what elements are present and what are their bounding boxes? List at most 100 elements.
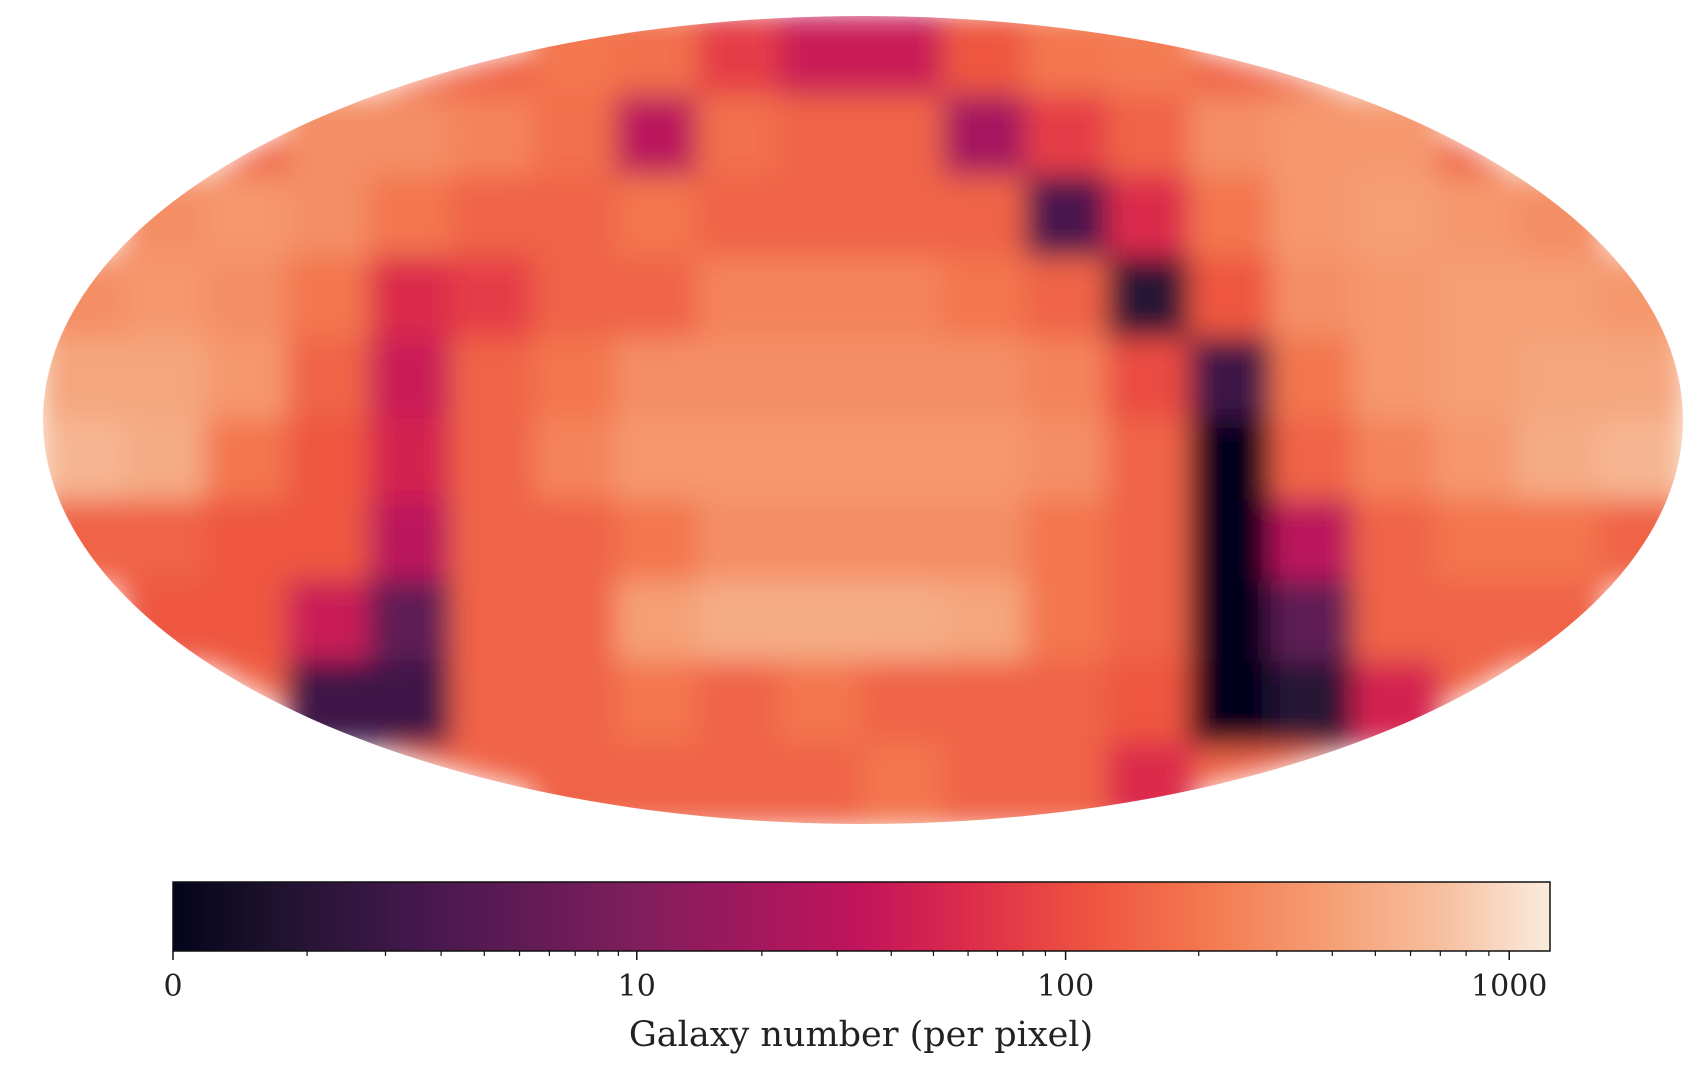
- map-pixel: [1353, 176, 1439, 261]
- map-pixel: [451, 499, 537, 584]
- map-pixel: [123, 338, 209, 423]
- map-pixel: [615, 257, 701, 342]
- map-pixel: [41, 499, 127, 584]
- map-pixel: [697, 338, 783, 423]
- map-pixel: [533, 742, 619, 827]
- map-pixel: [697, 419, 783, 504]
- map-pixel: [1599, 499, 1685, 584]
- map-pixel: [369, 580, 455, 665]
- map-pixel: [1107, 580, 1193, 665]
- map-pixel: [123, 176, 209, 261]
- map-pixel: [1189, 661, 1275, 746]
- map-pixel: [123, 419, 209, 504]
- map-pixel: [861, 419, 947, 504]
- map-pixel: [1271, 257, 1357, 342]
- map-pixel: [1517, 257, 1603, 342]
- map-pixel: [697, 499, 783, 584]
- map-pixel: [369, 661, 455, 746]
- map-pixel: [943, 419, 1029, 504]
- map-pixel: [1189, 499, 1275, 584]
- map-pixel: [615, 419, 701, 504]
- map-pixel: [615, 95, 701, 180]
- map-pixel: [533, 661, 619, 746]
- map-pixel: [779, 499, 865, 584]
- map-pixel: [779, 338, 865, 423]
- map-pixel: [1107, 257, 1193, 342]
- map-pixel: [1025, 14, 1111, 99]
- map-pixel: [287, 499, 373, 584]
- map-pixel: [615, 661, 701, 746]
- map-pixel: [1107, 742, 1193, 827]
- map-pixel: [1107, 661, 1193, 746]
- colorbar-tick-label: 1000: [1471, 969, 1547, 1004]
- map-pixel: [697, 95, 783, 180]
- map-pixel: [451, 176, 537, 261]
- map-pixel: [1107, 419, 1193, 504]
- map-pixel: [615, 580, 701, 665]
- map-pixel: [205, 176, 291, 261]
- map-pixel: [615, 14, 701, 99]
- map-pixel: [697, 257, 783, 342]
- map-pixel: [861, 176, 947, 261]
- map-pixel: [1189, 580, 1275, 665]
- map-pixel: [205, 419, 291, 504]
- map-pixel: [1353, 661, 1439, 746]
- map-pixel: [1189, 338, 1275, 423]
- map-pixel: [1599, 338, 1685, 423]
- map-pixel: [1599, 419, 1685, 504]
- map-pixel: [1107, 14, 1193, 99]
- map-pixel: [123, 499, 209, 584]
- map-pixel: [1271, 338, 1357, 423]
- map-pixel: [1025, 661, 1111, 746]
- map-pixel: [533, 499, 619, 584]
- map-pixel: [1271, 499, 1357, 584]
- map-pixel: [1271, 419, 1357, 504]
- map-pixel: [779, 580, 865, 665]
- map-pixel: [1107, 95, 1193, 180]
- map-pixel: [1025, 176, 1111, 261]
- map-pixel: [451, 661, 537, 746]
- map-pixel: [861, 499, 947, 584]
- map-pixel: [369, 499, 455, 584]
- map-pixel: [779, 257, 865, 342]
- map-pixel: [861, 338, 947, 423]
- map-pixel: [1435, 176, 1521, 261]
- map-pixel: [1271, 580, 1357, 665]
- map-pixel: [1189, 176, 1275, 261]
- map-pixel: [861, 14, 947, 99]
- map-pixel: [943, 742, 1029, 827]
- map-pixel: [1435, 419, 1521, 504]
- map-pixel: [861, 257, 947, 342]
- colorbar-label: Galaxy number (per pixel): [629, 1015, 1093, 1055]
- map-pixel: [1353, 257, 1439, 342]
- map-pixel: [943, 499, 1029, 584]
- map-pixel: [1107, 176, 1193, 261]
- map-pixel: [369, 257, 455, 342]
- map-pixel: [861, 580, 947, 665]
- map-pixel: [861, 661, 947, 746]
- map-pixel: [123, 580, 209, 665]
- chart: Galaxy number (per pixel) 0101001000: [0, 0, 1691, 1069]
- map-pixel: [615, 338, 701, 423]
- map-pixel: [1189, 257, 1275, 342]
- map-pixel: [369, 338, 455, 423]
- map-pixel: [1353, 419, 1439, 504]
- map-pixel: [697, 176, 783, 261]
- map-pixel: [1271, 176, 1357, 261]
- map-pixel: [533, 176, 619, 261]
- map-pixel: [1517, 176, 1603, 261]
- map-pixel: [41, 419, 127, 504]
- map-pixel: [287, 176, 373, 261]
- map-pixel: [1353, 580, 1439, 665]
- map-pixel: [1517, 499, 1603, 584]
- map-pixel: [1189, 419, 1275, 504]
- map-pixel: [287, 338, 373, 423]
- map-pixel: [41, 257, 127, 342]
- map-pixel: [943, 257, 1029, 342]
- map-pixel: [287, 95, 373, 180]
- map-pixel: [1107, 338, 1193, 423]
- map-pixel: [533, 14, 619, 99]
- map-pixel: [205, 499, 291, 584]
- map-pixel: [1025, 419, 1111, 504]
- map-pixel: [779, 95, 865, 180]
